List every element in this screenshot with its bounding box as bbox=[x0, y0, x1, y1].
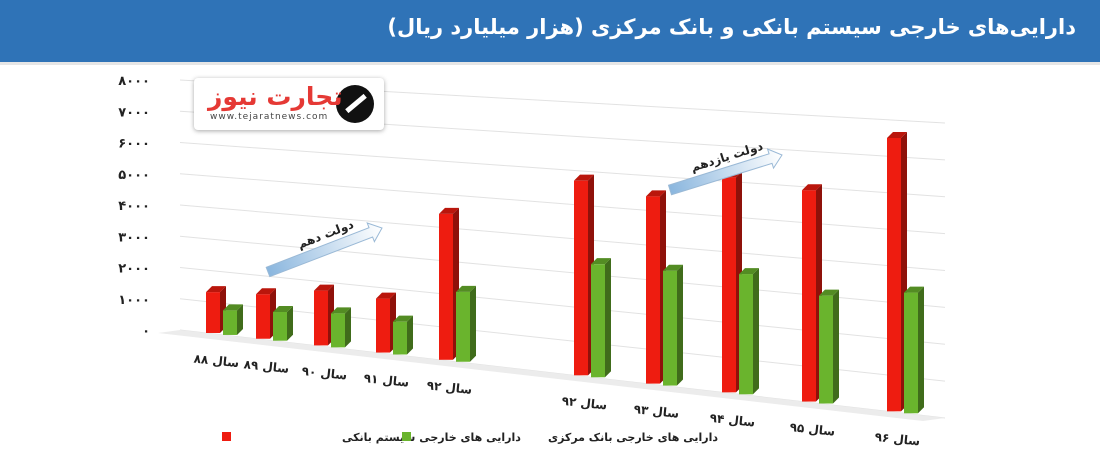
bar-front bbox=[819, 295, 833, 404]
x-tick-label: سال ۹۲ bbox=[561, 394, 608, 413]
x-tick-label: سال ۹۳ bbox=[633, 402, 680, 421]
bar-side bbox=[833, 289, 839, 404]
bar-side bbox=[287, 305, 293, 341]
x-tick-label: سال ۸۹ bbox=[243, 357, 290, 376]
bar-top bbox=[223, 304, 243, 311]
bar-central-bank bbox=[456, 285, 476, 362]
bar-top bbox=[739, 268, 759, 275]
y-tick-label: ۵۰۰۰ bbox=[118, 168, 150, 183]
x-tick-label: سال ۹۲ bbox=[426, 378, 473, 397]
logo-url: www.tejaratnews.com bbox=[210, 112, 329, 122]
x-tick-label: سال ۹۵ bbox=[789, 420, 836, 439]
bar-top bbox=[574, 174, 594, 181]
bar-front bbox=[376, 298, 390, 353]
bar-front bbox=[223, 310, 237, 335]
bar-top bbox=[887, 131, 907, 138]
gridline bbox=[179, 142, 946, 198]
bar-side bbox=[345, 307, 351, 348]
bar-top bbox=[206, 286, 226, 293]
bar-front bbox=[256, 294, 270, 339]
bar-front bbox=[722, 177, 736, 393]
bar-side bbox=[407, 315, 413, 355]
bar-side bbox=[918, 286, 924, 414]
y-tick-label: ۶۰۰۰ bbox=[118, 137, 150, 152]
bar-front bbox=[439, 213, 453, 360]
bar-top bbox=[256, 288, 276, 295]
bar-front bbox=[331, 313, 345, 348]
bar-side bbox=[237, 304, 243, 335]
y-tick-label: ۲۰۰۰ bbox=[118, 262, 150, 277]
bar-top bbox=[376, 292, 396, 299]
bar-central-bank bbox=[393, 315, 413, 355]
bar-top bbox=[646, 190, 666, 197]
bar-front bbox=[887, 137, 901, 412]
bar-central-bank bbox=[223, 304, 243, 335]
bar-central-bank bbox=[904, 286, 924, 414]
bar-central-bank bbox=[273, 305, 293, 341]
arrow-shape bbox=[265, 222, 383, 278]
logo-icon bbox=[336, 85, 374, 123]
arrow-shape bbox=[667, 148, 783, 196]
bar-front bbox=[646, 196, 660, 384]
chart-floor bbox=[158, 330, 945, 421]
annotation-dowlat-dahom: دولت دهم bbox=[265, 217, 383, 278]
gridline bbox=[179, 173, 946, 235]
bar-front bbox=[802, 190, 816, 402]
bar-front bbox=[591, 264, 605, 378]
legend-label: دارایی های خارجی بانک مرکزی bbox=[548, 431, 718, 444]
arrow-body bbox=[667, 148, 783, 196]
bar-top bbox=[663, 264, 683, 271]
y-tick-label: ۰ bbox=[142, 324, 150, 339]
x-tick-label: سال ۹۰ bbox=[301, 364, 348, 383]
bar-side bbox=[677, 264, 683, 386]
bar-top bbox=[393, 315, 413, 322]
y-tick-label: ۳۰۰۰ bbox=[118, 230, 150, 245]
bar-top bbox=[456, 285, 476, 292]
bar-top bbox=[273, 305, 293, 312]
y-tick-label: ۷۰۰۰ bbox=[118, 105, 150, 120]
bar-banking-system bbox=[439, 207, 459, 360]
y-tick-label: ۴۰۰۰ bbox=[118, 199, 150, 214]
legend-swatch-banking-system bbox=[222, 432, 231, 441]
bar-front bbox=[206, 292, 220, 333]
logo-name: تجارت نیوز bbox=[208, 82, 343, 111]
bar-side bbox=[470, 285, 476, 362]
x-tick-label: سال ۹۱ bbox=[363, 371, 410, 390]
bar-front bbox=[273, 311, 287, 341]
bar-top bbox=[331, 307, 351, 314]
bar-front bbox=[904, 292, 918, 414]
bar-top bbox=[439, 207, 459, 214]
bar-front bbox=[456, 291, 470, 362]
title-bar: دارایی‌های خارجی سیستم بانکی و بانک مرکز… bbox=[0, 0, 1100, 65]
bar-central-bank bbox=[591, 258, 611, 378]
chart-title: دارایی‌های خارجی سیستم بانکی و بانک مرکز… bbox=[387, 15, 1076, 39]
y-tick-label: ۱۰۰۰ bbox=[118, 293, 150, 308]
bar-front bbox=[314, 290, 328, 346]
bar-top bbox=[591, 258, 611, 265]
bar-banking-system bbox=[887, 131, 907, 412]
bar-front bbox=[663, 270, 677, 386]
bar-central-bank bbox=[739, 268, 759, 395]
bar-front bbox=[574, 180, 588, 376]
tejarat-news-logo: تجارت نیوز www.tejaratnews.com bbox=[194, 78, 384, 130]
bar-central-bank bbox=[663, 264, 683, 386]
y-tick-label: ۸۰۰۰ bbox=[118, 74, 150, 89]
legend-label: دارایی های خارجی سیستم بانکی bbox=[342, 431, 521, 444]
bar-front bbox=[739, 274, 753, 395]
arrow-body bbox=[265, 222, 383, 278]
bar-central-bank bbox=[331, 307, 351, 348]
bar-top bbox=[819, 289, 839, 296]
bar-top bbox=[314, 284, 334, 291]
x-tick-label: سال ۹۶ bbox=[874, 430, 921, 449]
bar-front bbox=[393, 321, 407, 355]
bar-side bbox=[605, 258, 611, 378]
bar-central-bank bbox=[819, 289, 839, 404]
x-tick-label: سال ۹۴ bbox=[709, 411, 756, 430]
bar-top bbox=[802, 184, 822, 191]
bar-top bbox=[904, 286, 924, 293]
x-tick-label: سال ۸۸ bbox=[193, 352, 240, 371]
legend-swatch-central-bank bbox=[402, 432, 411, 441]
bar-side bbox=[753, 268, 759, 395]
